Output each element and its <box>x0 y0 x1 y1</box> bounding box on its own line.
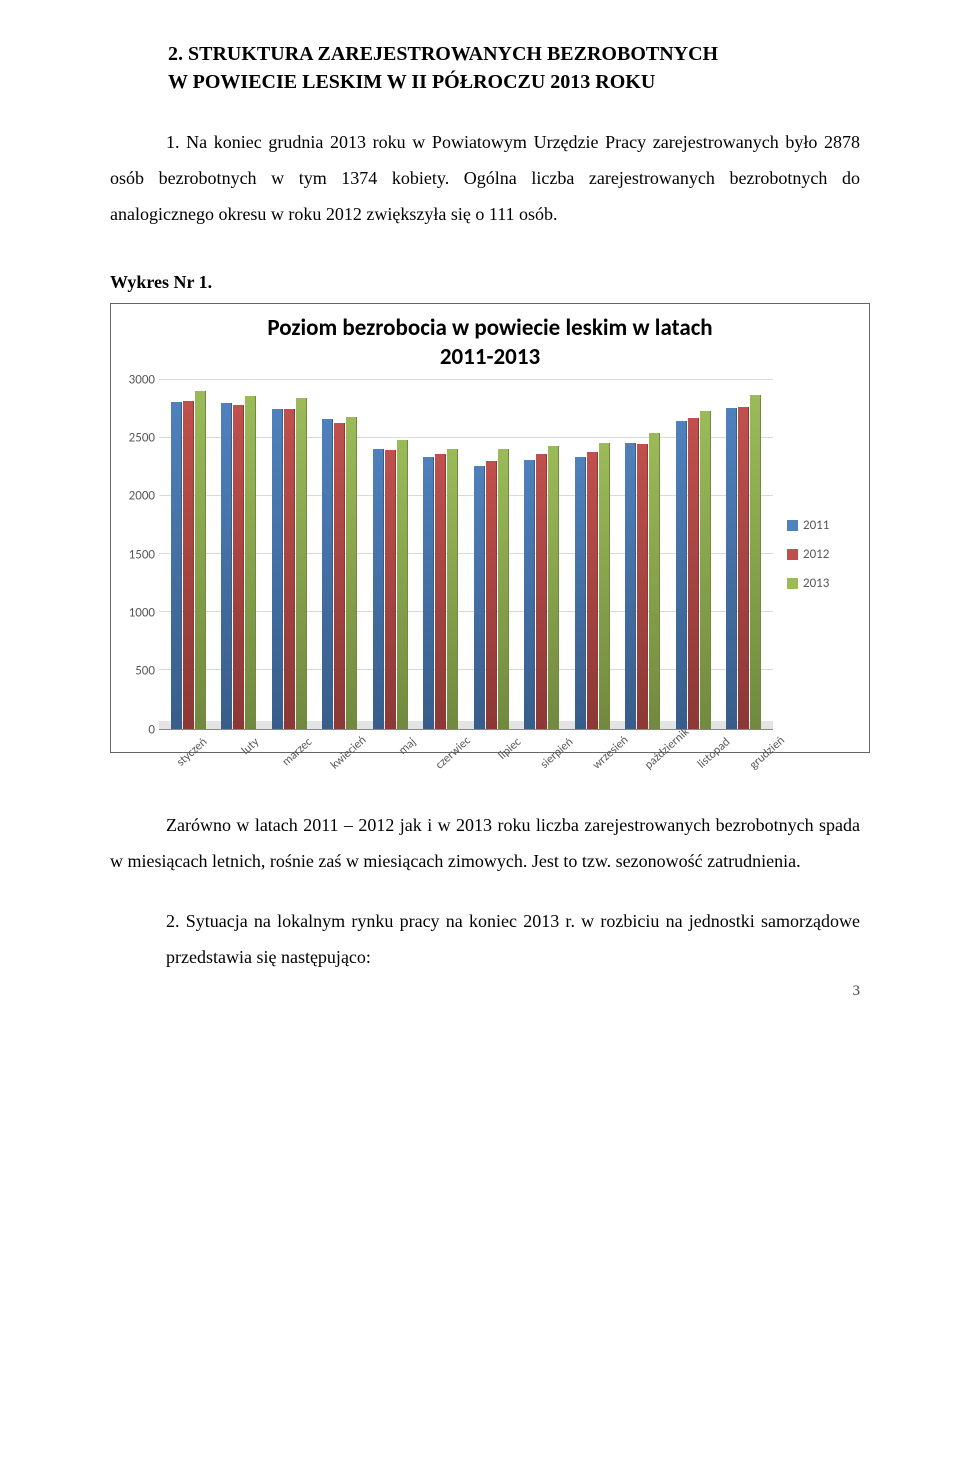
chart-title: Poziom bezrobocia w powiecie leskim w la… <box>117 314 863 372</box>
bar-2011 <box>322 419 333 728</box>
x-tick-label: styczeń <box>171 735 210 772</box>
bar-2012 <box>183 401 194 729</box>
y-tick-label: 500 <box>117 664 155 679</box>
legend-swatch <box>787 578 798 589</box>
legend-label: 2011 <box>803 518 829 533</box>
bar-2011 <box>575 457 586 729</box>
unemployment-chart: Poziom bezrobocia w powiecie leskim w la… <box>110 303 870 753</box>
paragraph-3: 2. Sytuacja na lokalnym rynku pracy na k… <box>166 903 860 975</box>
bar-2013 <box>296 398 307 728</box>
month-bar-group <box>171 391 206 728</box>
month-bar-group <box>272 398 307 728</box>
x-tick-label: grudzień <box>747 735 786 772</box>
legend-swatch <box>787 520 798 531</box>
bar-2012 <box>688 418 699 728</box>
bar-2012 <box>637 444 648 729</box>
x-tick-label: luty <box>223 735 262 772</box>
chart-plot-area <box>159 380 773 730</box>
chart-legend: 2011 2012 2013 <box>773 380 863 730</box>
bar-2013 <box>649 433 660 728</box>
bar-2013 <box>750 395 761 729</box>
bar-2012 <box>486 461 497 728</box>
heading-line-1: 2. STRUKTURA ZAREJESTROWANYCH BEZROBOTNY… <box>110 40 860 68</box>
bar-2012 <box>738 407 749 729</box>
bar-2013 <box>599 443 610 729</box>
bar-2011 <box>221 403 232 729</box>
bar-2013 <box>346 417 357 729</box>
bar-2013 <box>447 449 458 729</box>
month-bar-group <box>676 411 711 728</box>
paragraph-2: Zarówno w latach 2011 – 2012 jak i w 201… <box>110 807 860 879</box>
bar-2013 <box>195 391 206 728</box>
month-bar-group <box>625 433 660 728</box>
x-tick-label: kwiecień <box>328 735 367 772</box>
month-bar-group <box>373 440 408 728</box>
x-tick-label: październik <box>642 735 681 772</box>
y-tick-label: 1000 <box>117 605 155 620</box>
month-bar-group <box>322 417 357 729</box>
page-number: 3 <box>110 983 860 1000</box>
heading-line-2: W POWIECIE LESKIM W II PÓŁROCZU 2013 ROK… <box>110 68 860 96</box>
bar-2012 <box>284 409 295 729</box>
x-tick-label: sierpień <box>537 735 576 772</box>
bar-2011 <box>676 421 687 729</box>
bar-2012 <box>587 452 598 729</box>
x-tick-label: maj <box>380 735 419 772</box>
month-bar-group <box>524 446 559 728</box>
legend-item: 2011 <box>787 518 863 533</box>
bar-2011 <box>726 408 737 729</box>
chart-bars-row <box>159 380 773 729</box>
month-bar-group <box>474 449 509 729</box>
bar-2011 <box>171 402 182 729</box>
y-tick-label: 0 <box>117 722 155 737</box>
bar-2013 <box>548 446 559 728</box>
bar-2011 <box>625 443 636 729</box>
chart-y-axis: 050010001500200025003000 <box>117 380 159 730</box>
y-tick-label: 3000 <box>117 372 155 387</box>
y-tick-label: 2000 <box>117 489 155 504</box>
chart-title-line-2: 2011-2013 <box>440 343 540 371</box>
bar-2012 <box>385 450 396 729</box>
x-tick-label: lipiec <box>485 735 524 772</box>
section-heading: 2. STRUKTURA ZAREJESTROWANYCH BEZROBOTNY… <box>110 40 860 96</box>
bar-2013 <box>397 440 408 728</box>
bar-2011 <box>524 460 535 728</box>
month-bar-group <box>726 395 761 729</box>
month-bar-group <box>575 443 610 729</box>
legend-swatch <box>787 549 798 560</box>
x-tick-label: czerwiec <box>433 735 472 772</box>
legend-item: 2012 <box>787 547 863 562</box>
bar-2011 <box>272 409 283 729</box>
legend-item: 2013 <box>787 576 863 591</box>
bar-2011 <box>423 457 434 729</box>
bar-2013 <box>498 449 509 729</box>
chart-title-line-1: Poziom bezrobocia w powiecie leskim w la… <box>267 314 712 342</box>
bar-2011 <box>373 449 384 729</box>
bar-2013 <box>700 411 711 728</box>
chart-caption: Wykres Nr 1. <box>110 272 860 293</box>
bar-2011 <box>474 466 485 729</box>
chart-x-axis: styczeń luty marzec kwiecień maj czerwiec lipi… <box>159 730 787 786</box>
bar-2012 <box>233 405 244 728</box>
bar-2013 <box>245 396 256 729</box>
legend-label: 2013 <box>803 576 829 591</box>
legend-label: 2012 <box>803 547 829 562</box>
month-bar-group <box>423 449 458 729</box>
y-tick-label: 2500 <box>117 430 155 445</box>
month-bar-group <box>221 396 256 729</box>
bar-2012 <box>536 454 547 728</box>
paragraph-1: 1. Na koniec grudnia 2013 roku w Powiato… <box>110 124 860 232</box>
x-tick-label: listopad <box>694 735 733 772</box>
x-tick-label: marzec <box>276 735 315 772</box>
bar-2012 <box>435 454 446 728</box>
bar-2012 <box>334 423 345 729</box>
x-tick-label: wrzesień <box>590 735 629 772</box>
y-tick-label: 1500 <box>117 547 155 562</box>
